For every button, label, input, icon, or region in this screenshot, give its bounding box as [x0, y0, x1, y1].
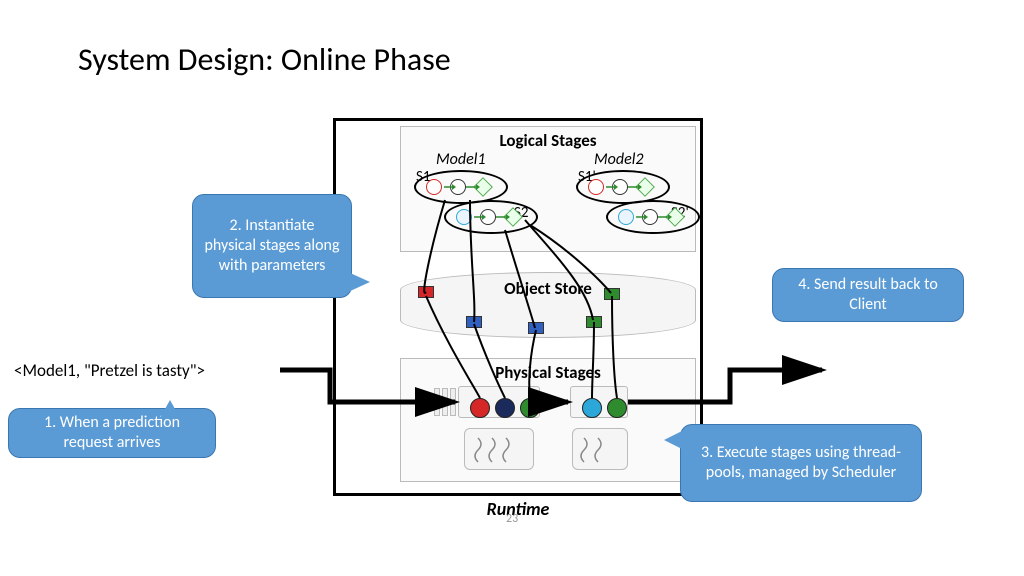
object-store-item [418, 286, 434, 298]
page-title: System Design: Online Phase [78, 40, 451, 79]
callout-step3-text: 3. Execute stages using thread-pools, ma… [691, 443, 911, 483]
physical-stage-node [470, 398, 490, 418]
callout1-tail [160, 400, 180, 418]
queue-bars-left [434, 388, 440, 416]
callout-step2: 2. Instantiate physical stages along wit… [192, 194, 352, 298]
thread-icon-1 [474, 434, 524, 466]
input-request-text: <Model1, "Pretzel is tasty"> [14, 360, 205, 381]
callout-step4-text: 4. Send result back to Client [783, 275, 953, 315]
thread-icon-2 [580, 434, 622, 466]
model2-label: Model2 [594, 150, 644, 169]
pipeline-node [456, 209, 472, 225]
physical-stage-node [520, 398, 540, 418]
queue-bars-left3 [450, 388, 456, 416]
physical-stage-node [495, 398, 515, 418]
object-store-item [466, 316, 482, 328]
model1-label: Model1 [436, 150, 486, 169]
physical-stage-node [607, 398, 627, 418]
queue-bars-left2 [442, 388, 448, 416]
object-store-item [528, 322, 544, 334]
callout3-tail [664, 430, 684, 450]
pipeline-node [426, 179, 442, 195]
physical-stages-label: Physical Stages [400, 362, 696, 383]
object-store-item [586, 316, 602, 328]
callout-step3: 3. Execute stages using thread-pools, ma… [680, 424, 922, 502]
callout-step2-text: 2. Instantiate physical stages along wit… [203, 216, 341, 276]
physical-stage-node [582, 398, 602, 418]
callout-step1: 1. When a prediction request arrives [8, 408, 216, 458]
object-store-label: Object Store [400, 278, 696, 299]
callout2-tail [348, 272, 370, 292]
object-store-item [604, 288, 620, 300]
callout-step4: 4. Send result back to Client [772, 268, 964, 322]
pipeline-node [588, 179, 604, 195]
logical-stages-label: Logical Stages [400, 130, 696, 151]
pipeline-node [618, 209, 634, 225]
page-number: 23 [506, 512, 518, 526]
callout-step1-text: 1. When a prediction request arrives [19, 413, 205, 453]
